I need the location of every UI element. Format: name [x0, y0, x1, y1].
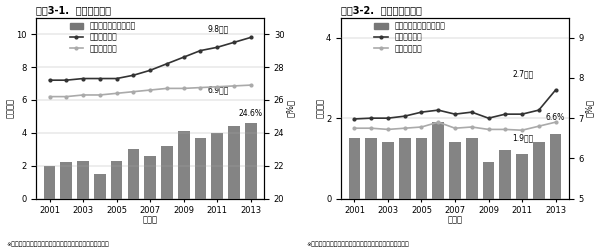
Bar	[161, 146, 173, 247]
Bar	[399, 138, 410, 247]
Text: 2.7兆円: 2.7兆円	[512, 69, 534, 78]
Bar	[178, 131, 190, 247]
X-axis label: （年）: （年）	[448, 215, 463, 224]
Text: 9.8兆円: 9.8兆円	[208, 25, 229, 34]
Bar	[194, 138, 206, 247]
Bar	[433, 122, 444, 247]
Text: 24.6%: 24.6%	[239, 109, 263, 118]
Bar	[128, 149, 139, 247]
Bar	[144, 156, 156, 247]
Bar	[111, 161, 122, 247]
Bar	[61, 162, 72, 247]
Bar	[449, 142, 461, 247]
Bar	[499, 150, 511, 247]
Y-axis label: （兆円）: （兆円）	[316, 98, 325, 118]
Bar	[382, 142, 394, 247]
Bar	[349, 138, 361, 247]
Bar	[94, 174, 106, 247]
Bar	[228, 126, 240, 247]
Bar	[550, 134, 562, 247]
Bar	[466, 138, 478, 247]
Bar	[516, 154, 528, 247]
Bar	[482, 162, 494, 247]
Y-axis label: （%）: （%）	[286, 99, 295, 117]
Bar	[533, 142, 545, 247]
Y-axis label: （%）: （%）	[586, 99, 595, 117]
Text: 図表3-2.  医療機器の出荷: 図表3-2. 医療機器の出荷	[341, 5, 422, 16]
Bar	[416, 138, 427, 247]
Bar	[211, 133, 223, 247]
Text: 6.6%: 6.6%	[546, 113, 565, 122]
Text: 1.9兆円: 1.9兆円	[512, 133, 534, 142]
Text: ※「薬事工業生産動態統計」（厚生労働省）より、筆者作成: ※「薬事工業生産動態統計」（厚生労働省）より、筆者作成	[306, 241, 409, 247]
Legend: 医療機器費割合（右軸）, 出荷（左軸）, 生産（左軸）: 医療機器費割合（右軸）, 出荷（左軸）, 生産（左軸）	[374, 21, 445, 53]
Y-axis label: （兆円）: （兆円）	[5, 98, 14, 118]
Text: 6.9兆円: 6.9兆円	[208, 85, 229, 95]
Bar	[245, 123, 257, 247]
Bar	[77, 161, 89, 247]
Bar	[44, 166, 55, 247]
Text: ※「薬事工業生産動態統計」（厚生労働省）より、筆者作成: ※「薬事工業生産動態統計」（厚生労働省）より、筆者作成	[6, 241, 109, 247]
Bar	[365, 138, 377, 247]
X-axis label: （年）: （年）	[143, 215, 158, 224]
Legend: 医薬品費割合（右軸）, 出荷（左軸）, 生産（左軸）: 医薬品費割合（右軸）, 出荷（左軸）, 生産（左軸）	[70, 21, 136, 53]
Text: 図表3-1.  医薬品の出荷: 図表3-1. 医薬品の出荷	[36, 5, 111, 16]
